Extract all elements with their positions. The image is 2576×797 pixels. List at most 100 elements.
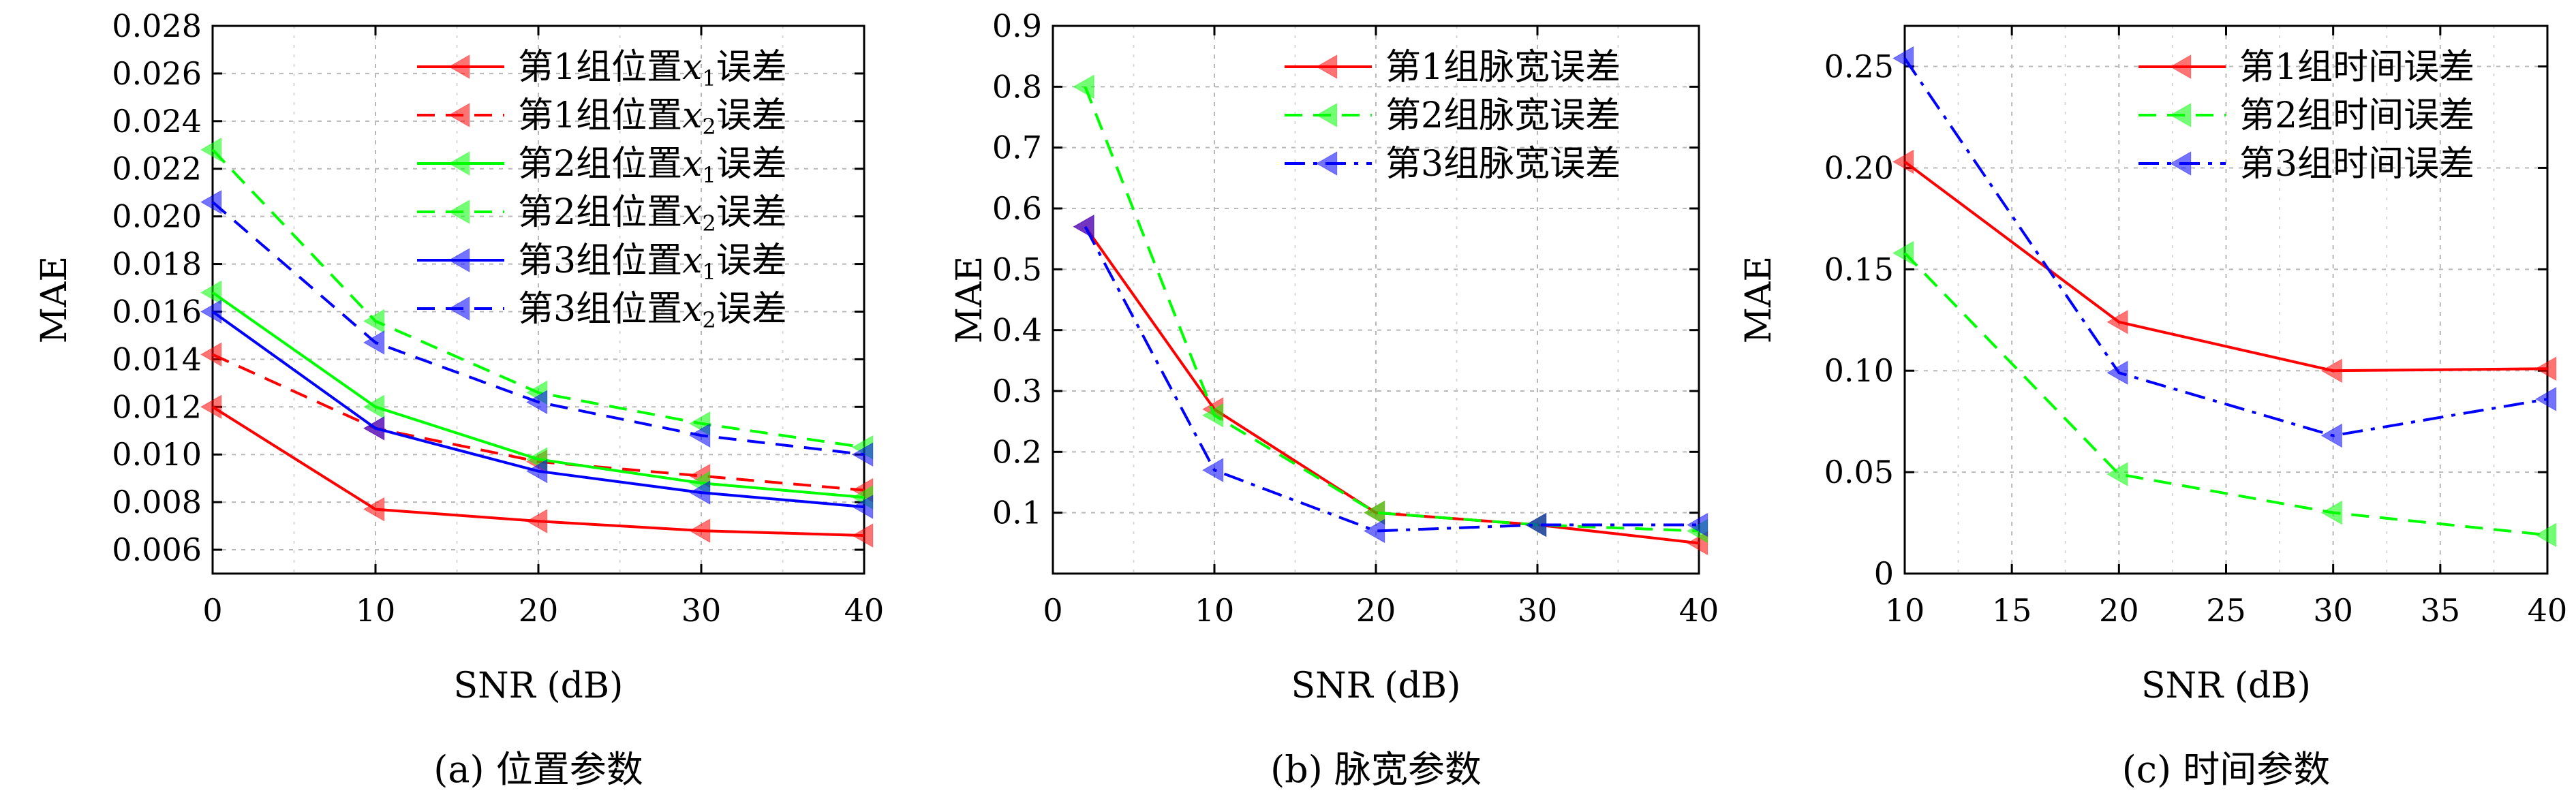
panel-1: 0 10 20 30 40 0.006 0.008 0.010 0.012 0.014 0.016 0… (34, 7, 884, 791)
x-tick-label: 40 (844, 592, 885, 629)
series-point-2 (1363, 500, 1385, 525)
y-tick-label: 0.010 (112, 436, 202, 473)
x-tick-label: 30 (1518, 592, 1558, 629)
y-tick-label: 0.018 (112, 246, 202, 283)
y-axis-label: MAE (1738, 256, 1779, 344)
series-point-3 (1201, 458, 1224, 482)
x-tick-label: 40 (1679, 592, 1719, 629)
series-point-2 (2320, 500, 2342, 525)
series-point-3 (200, 280, 222, 305)
series-point-5 (525, 458, 548, 484)
series-point-2 (2106, 462, 2128, 486)
x-axis-label: SNR (dB) (454, 666, 624, 706)
y-tick-label: 0 (1874, 555, 1894, 592)
legend-label: 第1组脉宽误差 (1385, 47, 1621, 88)
series-line-3 (1903, 57, 2548, 437)
y-tick-label: 0.05 (1824, 454, 1894, 490)
x-tick-label: 0 (1043, 592, 1062, 629)
x-tick-label: 30 (2313, 592, 2353, 629)
legend-label: 第2组时间误差 (2239, 95, 2474, 136)
y-tick-label: 0.20 (1824, 149, 1894, 186)
series-point-5 (363, 416, 385, 441)
y-tick-label: 0.10 (1824, 352, 1894, 389)
legend-label: 第2组脉宽误差 (1385, 95, 1621, 136)
x-tick-label: 20 (2099, 592, 2139, 629)
series-point-5 (851, 495, 874, 519)
x-tick-label: 40 (2528, 592, 2568, 629)
series-line-1 (1084, 225, 1700, 545)
x-tick-label: 20 (519, 592, 559, 629)
series-point-2 (1073, 74, 1094, 99)
y-tick-label: 0.016 (112, 293, 202, 330)
x-tick-label: 0 (202, 592, 222, 629)
series-point-1 (525, 509, 548, 533)
panel-caption: (b) 脉宽参数 (1270, 748, 1482, 791)
panel-caption: (a) 位置参数 (433, 748, 643, 791)
series-point-6 (525, 390, 548, 415)
y-tick-label: 0.2 (992, 433, 1042, 470)
series-line-2 (1084, 86, 1700, 533)
legend-label: 第3组位置x1误差 (518, 240, 787, 285)
y-tick-label: 0.4 (992, 312, 1042, 349)
series-point-6 (688, 423, 711, 448)
series-point-6 (363, 330, 385, 355)
series-point-5 (688, 480, 711, 505)
y-tick-label: 0.15 (1824, 251, 1894, 287)
series-point-3 (2534, 387, 2557, 411)
x-tick-label: 35 (2421, 592, 2461, 629)
series-point-2 (1892, 240, 1914, 266)
series-point-1 (2320, 358, 2342, 384)
series-point-1 (200, 394, 222, 420)
legend-marker (1315, 54, 1338, 79)
legend-marker (448, 103, 470, 127)
x-axis-label: SNR (dB) (1291, 666, 1461, 706)
y-tick-label: 0.1 (992, 495, 1042, 531)
panel-2: 0 10 20 30 40 0.1 0.2 0.3 0.4 0.5 0.6 0.7 0.8 0.9 SNR … (949, 7, 1719, 791)
legend-label: 第1组位置x2误差 (518, 95, 787, 140)
legend-marker (2169, 151, 2192, 176)
y-tick-label: 0.3 (992, 373, 1042, 409)
series-point-3 (1363, 518, 1385, 544)
legend-marker (1315, 151, 1338, 176)
y-tick-label: 0.006 (112, 531, 202, 568)
series-point-3 (1073, 214, 1094, 239)
series-point-3 (1892, 46, 1914, 71)
x-tick-label: 10 (1195, 592, 1235, 629)
legend-marker (2169, 103, 2192, 127)
y-tick-label: 0.25 (1824, 48, 1894, 85)
legend-label: 第1组时间误差 (2239, 47, 2474, 88)
y-axis-label: MAE (34, 256, 75, 344)
x-tick-label: 25 (2206, 592, 2246, 629)
legend-marker (2169, 54, 2192, 79)
legend-marker (448, 296, 470, 321)
y-tick-label: 0.014 (112, 341, 202, 377)
legend-label: 第2组位置x2误差 (518, 192, 787, 236)
series-point-1 (363, 497, 385, 522)
y-tick-label: 0.022 (112, 151, 202, 187)
series-line-1 (1903, 160, 2548, 373)
y-tick-label: 0.7 (992, 129, 1042, 166)
series-point-2 (1201, 403, 1224, 428)
legend-marker (448, 248, 470, 272)
series-point-6 (200, 189, 222, 215)
panel-caption: (c) 时间参数 (2122, 748, 2331, 791)
series-point-5 (200, 299, 222, 324)
y-tick-label: 0.008 (112, 484, 202, 520)
legend-label: 第2组位置x1误差 (518, 144, 787, 188)
y-tick-label: 0.026 (112, 55, 202, 92)
x-tick-label: 10 (1885, 592, 1925, 629)
legend-marker (448, 54, 470, 79)
x-tick-label: 15 (1992, 592, 2032, 629)
series-line-2 (1903, 252, 2548, 537)
x-tick-label: 20 (1356, 592, 1396, 629)
series-point-1 (851, 523, 874, 548)
y-tick-label: 0.9 (992, 7, 1042, 44)
series-point-3 (1524, 512, 1547, 537)
legend-marker (448, 200, 470, 224)
y-tick-label: 0.024 (112, 103, 202, 140)
series-point-6 (851, 442, 874, 467)
y-tick-label: 0.6 (992, 190, 1042, 227)
x-tick-label: 10 (356, 592, 396, 629)
